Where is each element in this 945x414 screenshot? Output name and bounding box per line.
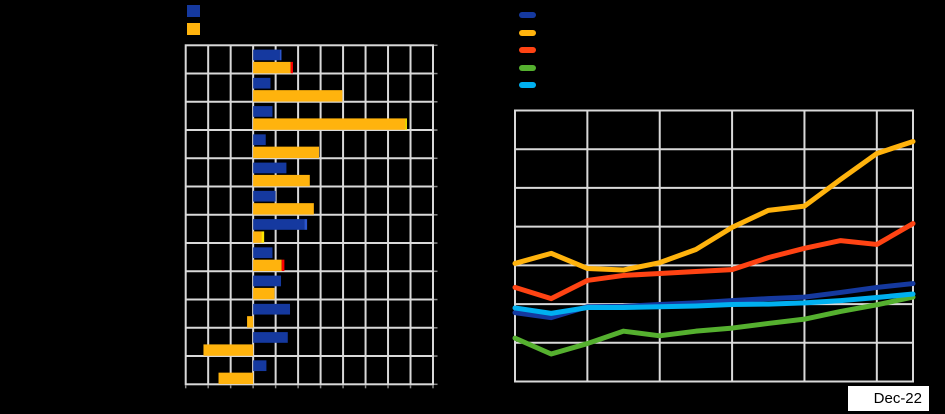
line-series-5-swatch-icon: [519, 82, 536, 89]
bar-tip-segment: [304, 219, 308, 230]
bar-segment: [253, 90, 343, 102]
bar-segment: [218, 372, 254, 385]
bar-segment: [247, 316, 254, 328]
legend-item-line-series-3: [519, 47, 536, 54]
amber-line: [512, 138, 916, 273]
bar-segment: [253, 49, 280, 61]
bar-segment: [253, 190, 276, 202]
x-axis-last-label: Dec-22: [848, 386, 929, 411]
bar-tip-segment: [279, 49, 282, 61]
bar-segment: [203, 344, 254, 356]
legend-item-line-series-1: [519, 12, 536, 18]
bar-tip-segment: [281, 259, 285, 272]
legend-item-line-series-4: [519, 64, 536, 71]
legend-item-bar-series-1: [187, 5, 200, 17]
plot-border: [184, 44, 434, 386]
bar-segment: [253, 118, 406, 130]
bar-segment: [253, 174, 310, 187]
bar-segment: [253, 303, 291, 315]
bar-segment: [253, 247, 273, 259]
line-series-2-swatch-icon: [519, 29, 536, 36]
bar-segment: [253, 146, 320, 159]
bar-tip-segment: [290, 61, 293, 74]
bar-segment: [253, 106, 273, 117]
legend-item-line-series-2: [519, 29, 536, 36]
bar-segment: [253, 360, 267, 372]
legend-item-line-series-5: [519, 82, 536, 89]
bar-segment: [253, 219, 305, 230]
bar-segment: [253, 259, 282, 272]
orange-red-line: [512, 221, 916, 302]
bar-segment: [253, 231, 262, 243]
bar-tip-segment: [405, 118, 407, 130]
bar-tip-segment: [261, 231, 265, 243]
green-line: [512, 294, 916, 357]
bar-series-1-swatch-icon: [187, 5, 200, 17]
legend-item-bar-series-2: [187, 23, 200, 35]
bar-segment: [253, 61, 291, 74]
bar-segment: [253, 275, 282, 287]
line-series-1-swatch-icon: [519, 12, 536, 18]
bar-segment: [253, 162, 287, 174]
bar-segment: [253, 203, 314, 215]
line-series-3-swatch-icon: [519, 47, 536, 54]
bar-segment: [253, 77, 271, 89]
bar-segment: [253, 287, 275, 300]
line-series-4-swatch-icon: [519, 64, 536, 71]
plot-border: [514, 109, 914, 383]
cyan-line: [512, 291, 916, 316]
bar-segment: [253, 332, 288, 343]
bar-series-2-swatch-icon: [187, 23, 200, 35]
bar-segment: [253, 134, 266, 146]
